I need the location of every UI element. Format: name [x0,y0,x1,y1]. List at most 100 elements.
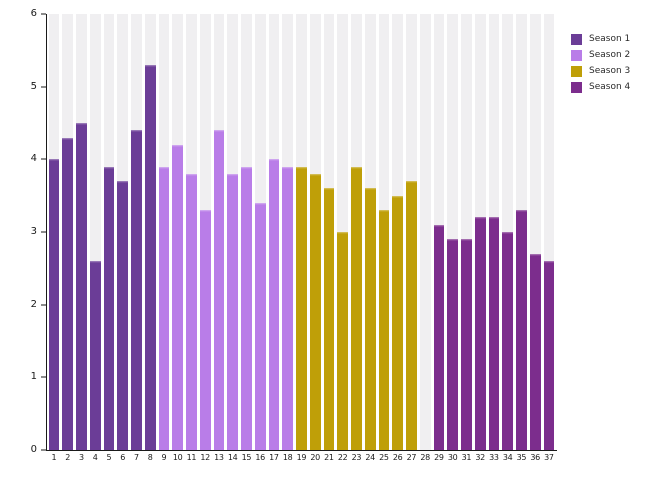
column-background-stripe [461,14,472,450]
x-tick-label: 10 [172,453,183,462]
bar-slot [363,14,377,450]
bar [488,217,500,450]
bar [268,159,280,450]
legend-item: Season 3 [571,63,630,79]
bar-slot [460,14,474,450]
x-tick-label: 5 [106,453,112,462]
y-tick-label: 0 [30,444,37,455]
x-tick-label: 4 [92,453,98,462]
bar-slot [487,14,501,450]
bar-slot [157,14,171,450]
bar [392,195,403,450]
column-background-stripe [529,14,541,450]
y-tick-mark [41,449,46,451]
x-tick-label: 18 [282,453,293,462]
bar [172,144,183,450]
legend-item: Season 4 [571,79,630,95]
bar [323,188,335,450]
bar-slot [377,14,391,450]
column-background-stripe [447,14,458,450]
bar-slot [212,14,226,450]
bar-slot [391,14,405,450]
bar-slot [102,14,116,450]
legend-item-label: Season 4 [589,81,631,92]
legend-item-label: Season 2 [589,49,631,60]
x-tick-label: 3 [78,453,84,462]
column-background-stripe [543,14,555,450]
bar-slot [295,14,309,450]
bar-slot [198,14,212,450]
x-tick-label: 21 [324,453,334,462]
bar [48,159,60,450]
bar [62,137,73,450]
bar [378,210,390,450]
bar [406,181,417,450]
x-tick-label: 1 [51,453,57,462]
bar [337,232,348,450]
x-tick-label: 34 [502,453,513,462]
x-tick-label: 37 [544,453,554,462]
x-tick-label: 12 [200,453,210,462]
bar [516,210,527,450]
bar-slot [226,14,240,450]
bar [103,166,115,450]
bar-slot [171,14,185,450]
x-tick-label: 35 [516,453,527,462]
x-tick-label: 13 [214,453,224,462]
column-background-stripe [419,14,431,450]
bar-slot [336,14,350,450]
bar [186,173,197,450]
bar [89,261,101,450]
bar [351,166,362,450]
legend: Season 1 Season 2 Season 3 Season 4 [571,31,630,95]
y-tick-mark [41,86,46,88]
legend-item-label: Season 3 [589,65,631,76]
x-tick-label: 22 [337,453,348,462]
bar-slot [322,14,336,450]
x-tick-label: 11 [186,453,197,462]
y-axis-line [46,14,47,451]
y-tick-mark [41,304,46,306]
x-tick-label: 16 [255,453,265,462]
x-axis: 1 2 3 4 5 6 7 8 9 10 11 12 13 14 15 16 17 18 19 20 21 22 23 24 2… [47,453,556,462]
x-tick-label: 26 [392,453,403,462]
bar [447,239,458,450]
bar-slot [350,14,364,450]
bar-slot [253,14,267,450]
y-tick-mark [41,13,46,15]
bar-slot [130,14,144,450]
bar-slot [418,14,432,450]
y-tick-mark [41,231,46,233]
bar-slot [143,14,157,450]
bar-slot [432,14,446,450]
bar-slot [405,14,419,450]
bar [543,261,555,450]
x-tick-label: 14 [227,453,238,462]
x-tick-label: 23 [351,453,362,462]
x-tick-label: 24 [365,453,375,462]
y-tick-mark [41,158,46,160]
bar [282,166,293,450]
x-tick-label: 7 [133,453,139,462]
bar [474,217,486,450]
bar [433,224,445,450]
y-tick-label: 4 [30,153,37,165]
bar [241,166,252,450]
bar [227,173,238,450]
x-tick-label: 17 [269,453,279,462]
x-tick-label: 19 [296,453,307,462]
plot-area [47,14,556,450]
y-tick-mark [41,376,46,378]
bar-slot [185,14,199,450]
x-tick-label: 30 [447,453,458,462]
bar-slot [88,14,102,450]
bar-slot [501,14,515,450]
y-tick-label: 1 [30,371,37,383]
bar [144,64,156,450]
bar [364,188,376,450]
x-tick-label: 2 [65,453,71,462]
bar [158,166,170,450]
bar [502,232,513,450]
y-tick-label: 6 [30,8,37,19]
